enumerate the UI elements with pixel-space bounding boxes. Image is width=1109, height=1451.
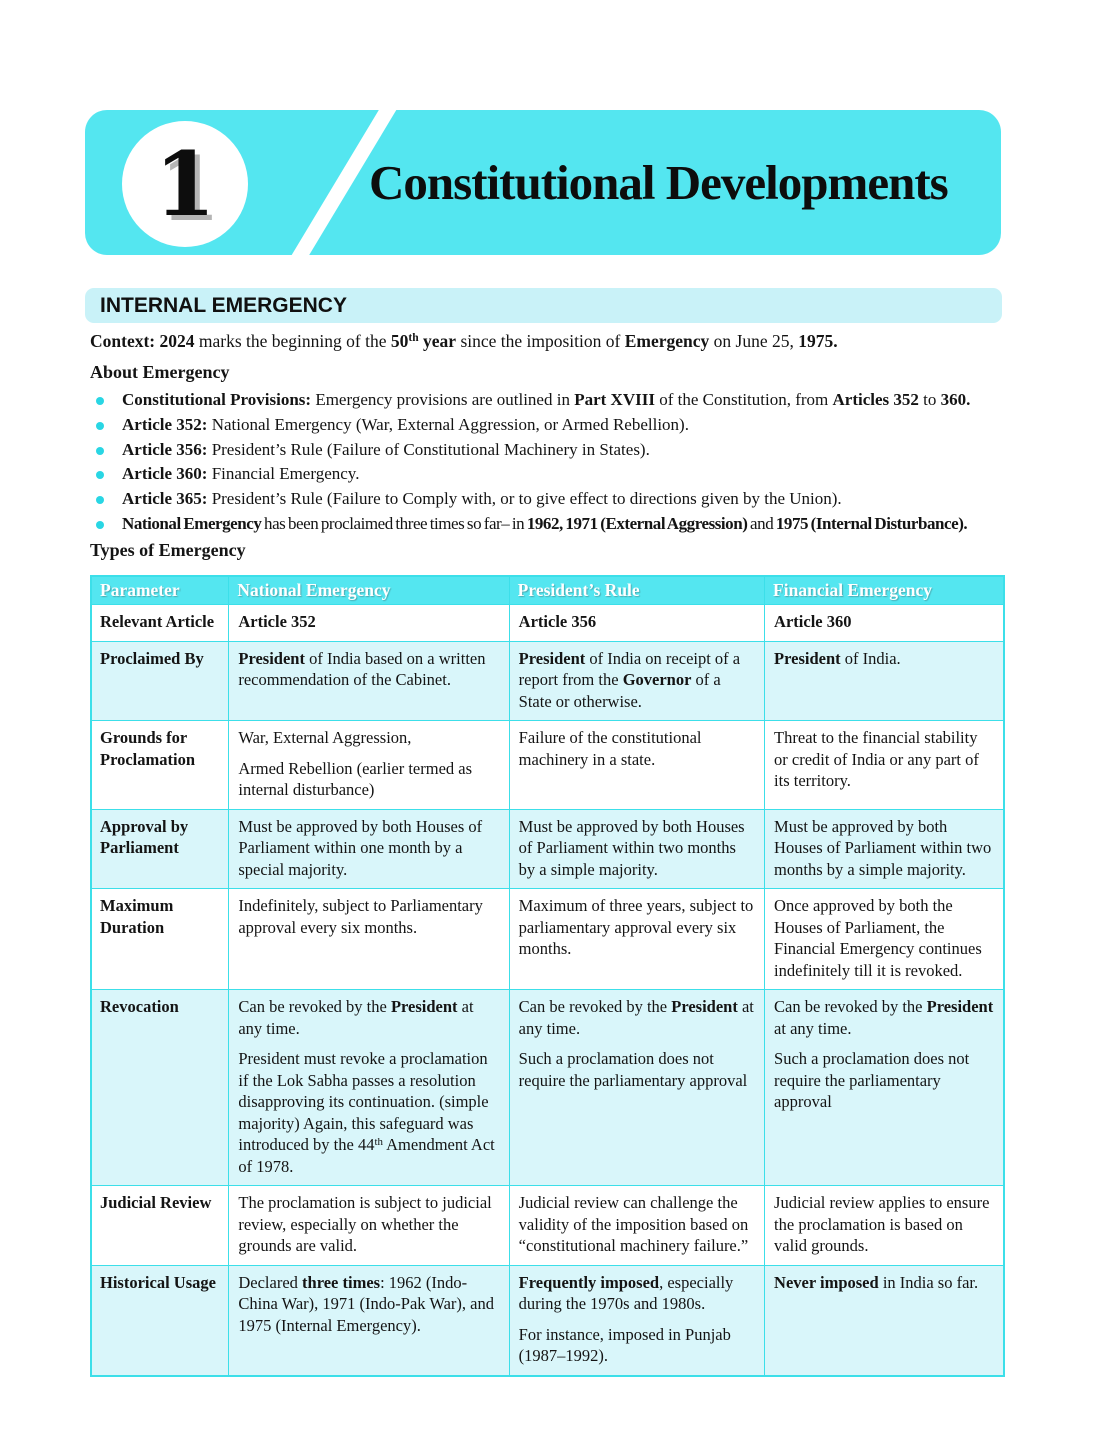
cell-presidents-rule: Maximum of three years, subject to parli…: [508, 888, 766, 990]
bullet-article-352: Article 352: National Emergency (War, Ex…: [90, 413, 1007, 438]
cell-national: War, External Aggression, Armed Rebellion…: [228, 720, 510, 810]
cell-financial: Judicial review applies to ensure the pr…: [764, 1185, 1005, 1266]
section-heading-banner: INTERNAL EMERGENCY: [85, 288, 1002, 323]
cell-national: President of India based on a written re…: [228, 640, 510, 721]
table-row-grounds-for-proclamation: Grounds for Proclamation War, External A…: [90, 720, 1005, 810]
chapter-title: Constitutional Developments: [369, 155, 949, 210]
chapter-number: 1: [154, 132, 216, 236]
cell-presidents-rule: Can be revoked by the President at any t…: [508, 989, 766, 1186]
cell-presidents-rule: Judicial review can challenge the validi…: [508, 1185, 766, 1266]
row-param-label: Grounds for Proclamation: [90, 720, 230, 810]
cell-national: Declared three times: 1962 (Indo-China W…: [228, 1264, 510, 1376]
cell-national: Must be approved by both Houses of Parli…: [228, 808, 510, 889]
column-header-presidents-rule: President’s Rule: [508, 575, 766, 605]
cell-financial: Can be revoked by the President at any t…: [764, 989, 1005, 1186]
row-param-label: Approval by Parliament: [90, 808, 230, 889]
cell-financial: Must be approved by both Houses of Parli…: [764, 808, 1005, 889]
cell-financial: President of India.: [764, 640, 1005, 721]
row-param-label: Historical Usage: [90, 1264, 230, 1376]
bullet-article-360: Article 360: Financial Emergency.: [90, 462, 1007, 487]
bullet-article-356: Article 356: President’s Rule (Failure o…: [90, 438, 1007, 463]
column-header-parameter: Parameter: [90, 575, 230, 605]
cell-presidents-rule: Frequently imposed, especially during th…: [508, 1264, 766, 1376]
column-header-financial-emergency: Financial Emergency: [764, 575, 1005, 605]
types-of-emergency-table: Parameter National Emergency President’s…: [90, 575, 1005, 1377]
table-row-proclaimed-by: Proclaimed By President of India based o…: [90, 640, 1005, 721]
cell-presidents-rule: Must be approved by both Houses of Parli…: [508, 808, 766, 889]
about-emergency-bullet-list: Constitutional Provisions: Emergency pro…: [90, 388, 1007, 537]
cell-presidents-rule: Failure of the constitutional machinery …: [508, 720, 766, 810]
row-param-label: Relevant Article: [90, 604, 230, 642]
cell-financial: Threat to the financial stability or cre…: [764, 720, 1005, 810]
row-param-label: Judicial Review: [90, 1185, 230, 1266]
bullet-national-emergency: National Emergency has been proclaimed t…: [90, 512, 1007, 537]
cell-financial: Article 360: [764, 604, 1005, 642]
cell-financial: Once approved by both the Houses of Parl…: [764, 888, 1005, 990]
table-row-approval-by-parliament: Approval by Parliament Must be approved …: [90, 808, 1005, 889]
table-row-maximum-duration: Maximum Duration Indefinitely, subject t…: [90, 888, 1005, 990]
table-row-revocation: Revocation Can be revoked by the Preside…: [90, 989, 1005, 1186]
cell-national: Can be revoked by the President at any t…: [228, 989, 510, 1186]
row-param-label: Revocation: [90, 989, 230, 1186]
chapter-number-badge: 1: [122, 121, 248, 247]
cell-national: Article 352: [228, 604, 510, 642]
about-emergency-heading: About Emergency: [90, 362, 230, 382]
chapter-banner: 1 Constitutional Developments: [85, 110, 1001, 255]
context-line: Context: 2024 marks the beginning of the…: [90, 331, 838, 351]
bullet-article-365: Article 365: President’s Rule (Failure t…: [90, 487, 1007, 512]
section-title: INTERNAL EMERGENCY: [100, 293, 347, 317]
table-body: Relevant Article Article 352 Article 356…: [90, 604, 1005, 1376]
cell-presidents-rule: Article 356: [508, 604, 766, 642]
column-header-national-emergency: National Emergency: [228, 575, 510, 605]
row-param-label: Maximum Duration: [90, 888, 230, 990]
cell-financial: Never imposed in India so far.: [764, 1264, 1005, 1376]
table-header-row: Parameter National Emergency President’s…: [90, 575, 1005, 605]
types-of-emergency-heading: Types of Emergency: [90, 540, 246, 560]
cell-presidents-rule: President of India on receipt of a repor…: [508, 640, 766, 721]
row-param-label: Proclaimed By: [90, 640, 230, 721]
cell-national: The proclamation is subject to judicial …: [228, 1185, 510, 1266]
cell-national: Indefinitely, subject to Parliamentary a…: [228, 888, 510, 990]
table-row-relevant-article: Relevant Article Article 352 Article 356…: [90, 604, 1005, 642]
table-row-judicial-review: Judicial Review The proclamation is subj…: [90, 1185, 1005, 1266]
bullet-constitutional-provisions: Constitutional Provisions: Emergency pro…: [90, 388, 1007, 413]
table-row-historical-usage: Historical Usage Declared three times: 1…: [90, 1264, 1005, 1376]
